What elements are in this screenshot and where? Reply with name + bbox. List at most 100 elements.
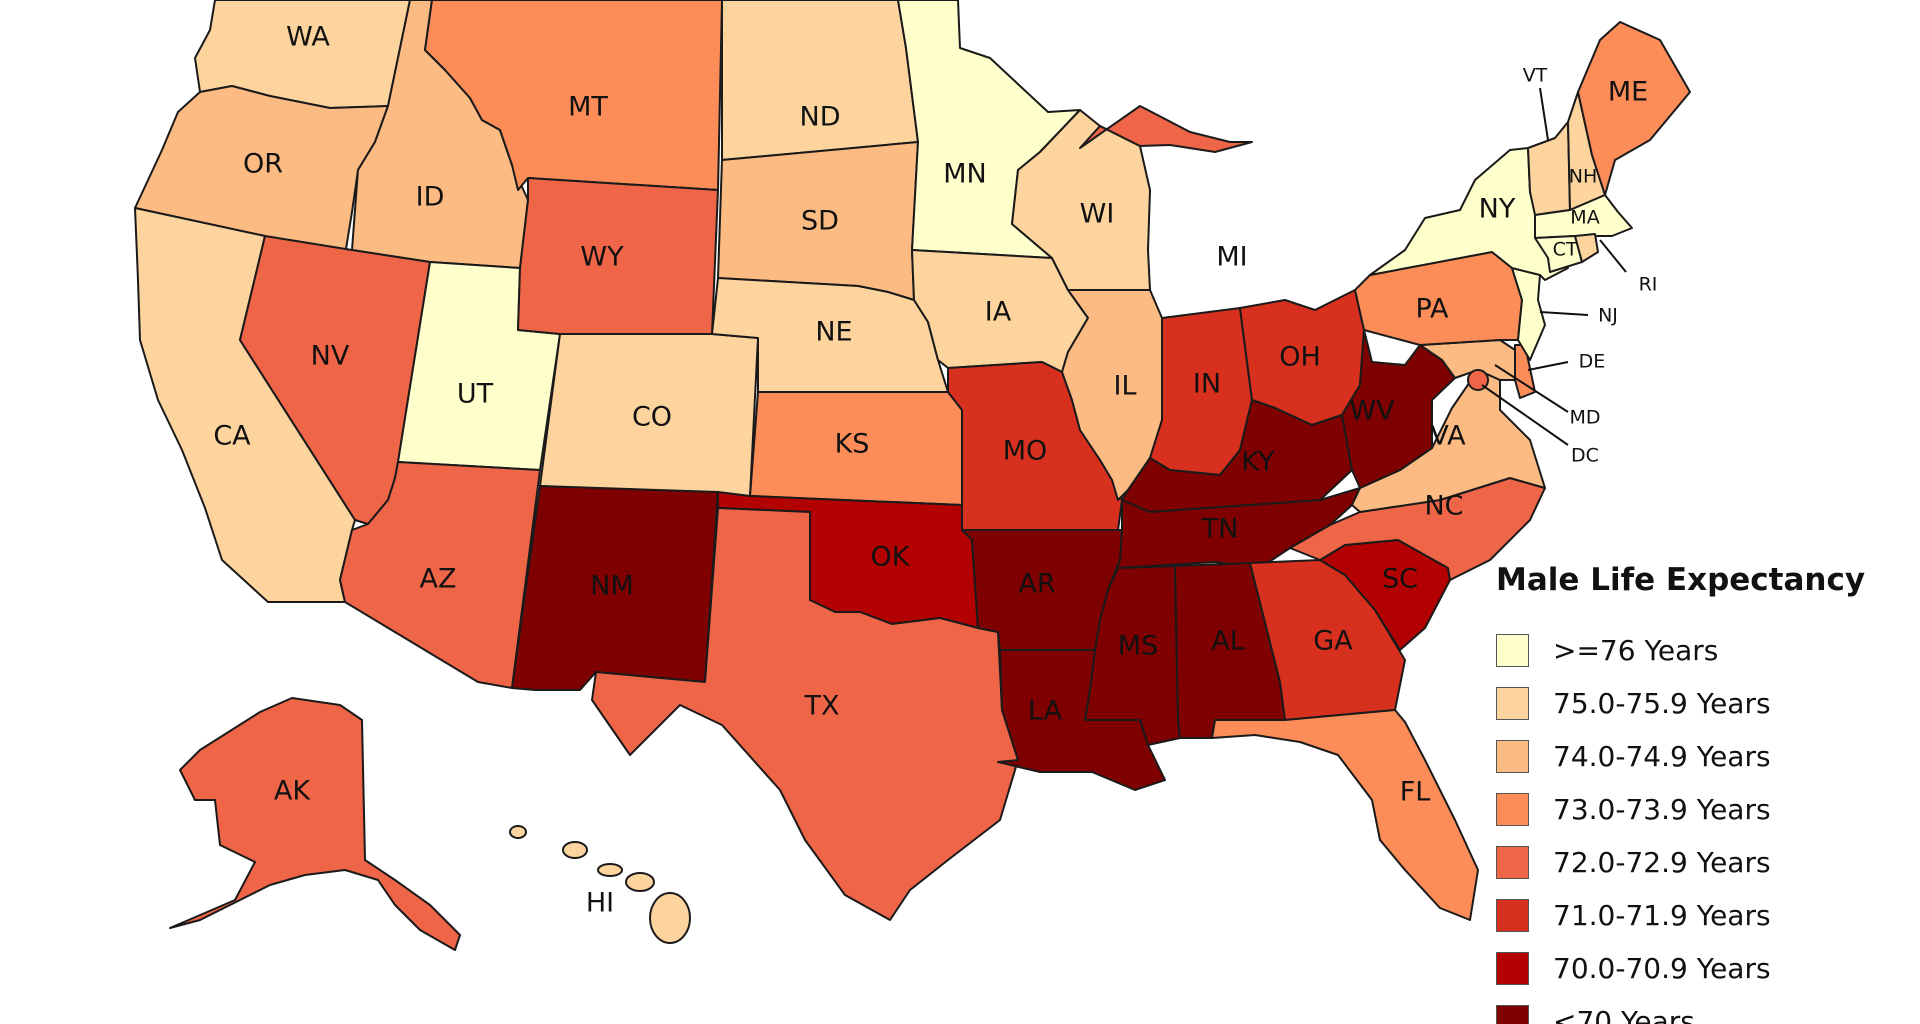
state-tx[interactable] <box>591 507 1019 921</box>
legend-item: 73.0-73.9 Years <box>1496 783 1906 836</box>
state-wi[interactable] <box>1011 109 1151 291</box>
label-nh: NH <box>1569 166 1598 188</box>
label-al: AL <box>1211 626 1245 657</box>
label-sc: SC <box>1382 564 1418 595</box>
state-hi[interactable] <box>649 892 691 944</box>
state-me[interactable] <box>1577 21 1691 196</box>
label-ar: AR <box>1018 569 1055 600</box>
legend-label: 71.0-71.9 Years <box>1553 899 1771 932</box>
label-tx: TX <box>804 691 840 722</box>
label-md: MD <box>1569 407 1600 429</box>
legend-items: >=76 Years 75.0-75.9 Years 74.0-74.9 Yea… <box>1496 624 1906 1024</box>
label-il: IL <box>1113 371 1136 402</box>
state-hi[interactable] <box>509 825 527 839</box>
legend-label: 74.0-74.9 Years <box>1553 740 1771 773</box>
label-mo: MO <box>1003 436 1048 467</box>
label-ca: CA <box>213 421 251 452</box>
label-sd: SD <box>801 206 839 237</box>
legend-item: <70 Years <box>1496 995 1906 1024</box>
legend-item: 72.0-72.9 Years <box>1496 836 1906 889</box>
legend-item: 74.0-74.9 Years <box>1496 730 1906 783</box>
state-hi[interactable] <box>625 872 655 892</box>
state-mt[interactable] <box>424 0 723 191</box>
state-md[interactable] <box>1419 339 1516 381</box>
label-mi: MI <box>1216 242 1247 273</box>
label-co: CO <box>632 402 672 433</box>
label-wy: WY <box>580 242 624 273</box>
state-wy[interactable] <box>517 177 719 335</box>
label-in: IN <box>1193 369 1221 400</box>
label-vt: VT <box>1523 65 1548 87</box>
label-ak: AK <box>274 776 311 807</box>
state-hi[interactable] <box>597 863 623 877</box>
legend-title: Male Life Expectancy <box>1496 562 1866 598</box>
state-co[interactable] <box>539 333 759 497</box>
label-ut: UT <box>457 379 494 410</box>
legend-swatch <box>1496 740 1529 773</box>
state-ak[interactable] <box>169 697 461 951</box>
legend-swatch <box>1496 1005 1529 1024</box>
label-va: VA <box>1430 421 1466 452</box>
label-pa: PA <box>1415 294 1449 325</box>
state-ms[interactable] <box>1084 565 1181 746</box>
label-ok: OK <box>871 542 911 573</box>
label-oh: OH <box>1279 342 1321 373</box>
legend-label: 73.0-73.9 Years <box>1553 793 1771 826</box>
label-nj: NJ <box>1598 305 1618 327</box>
state-ct[interactable] <box>1534 235 1583 273</box>
label-nm: NM <box>590 571 634 602</box>
state-mi[interactable] <box>1079 105 1253 153</box>
label-ga: GA <box>1313 626 1353 657</box>
legend-swatch <box>1496 793 1529 826</box>
label-dc: DC <box>1571 445 1599 467</box>
legend-swatch <box>1496 899 1529 932</box>
label-or: OR <box>243 149 283 180</box>
state-vt[interactable] <box>1527 121 1571 216</box>
state-labels: WA OR CA ID NV UT AZ MT WY CO NM ND SD N… <box>213 22 1657 919</box>
label-ia: IA <box>985 297 1012 328</box>
label-hi: HI <box>586 888 614 919</box>
legend-swatch <box>1496 952 1529 985</box>
state-fl[interactable] <box>1211 709 1479 921</box>
legend-item: >=76 Years <box>1496 624 1906 677</box>
state-hi[interactable] <box>562 841 588 859</box>
label-ct: CT <box>1553 239 1578 261</box>
label-tn: TN <box>1201 514 1239 545</box>
label-ms: MS <box>1118 631 1158 662</box>
label-mn: MN <box>943 159 987 190</box>
label-nv: NV <box>311 341 350 372</box>
legend-swatch <box>1496 687 1529 720</box>
legend-item: 75.0-75.9 Years <box>1496 677 1906 730</box>
legend-item: 71.0-71.9 Years <box>1496 889 1906 942</box>
label-ky: KY <box>1241 447 1275 478</box>
label-nc: NC <box>1424 491 1463 522</box>
legend-swatch <box>1496 846 1529 879</box>
label-ks: KS <box>835 429 870 460</box>
label-id: ID <box>416 182 445 213</box>
label-fl: FL <box>1400 777 1431 808</box>
label-ri: RI <box>1639 274 1658 296</box>
legend-label: 70.0-70.9 Years <box>1553 952 1771 985</box>
legend: Male Life Expectancy >=76 Years 75.0-75.… <box>1496 562 1906 1024</box>
label-me: ME <box>1608 77 1648 108</box>
label-wv: WV <box>1349 396 1395 427</box>
label-mt: MT <box>568 92 608 123</box>
label-nd: ND <box>800 102 841 133</box>
label-leaders <box>1481 87 1627 446</box>
label-ne: NE <box>815 317 852 348</box>
legend-item: 70.0-70.9 Years <box>1496 942 1906 995</box>
label-az: AZ <box>420 564 457 595</box>
legend-label: <70 Years <box>1553 1005 1695 1024</box>
label-wi: WI <box>1080 199 1115 230</box>
state-or[interactable] <box>134 85 389 256</box>
state-shapes <box>134 0 1691 951</box>
state-nd[interactable] <box>721 0 919 161</box>
legend-swatch <box>1496 634 1529 667</box>
legend-label: >=76 Years <box>1553 634 1719 667</box>
state-nj[interactable] <box>1511 267 1546 361</box>
label-wa: WA <box>286 22 330 53</box>
state-ri[interactable] <box>1574 233 1599 263</box>
state-hi-islands <box>509 825 691 944</box>
